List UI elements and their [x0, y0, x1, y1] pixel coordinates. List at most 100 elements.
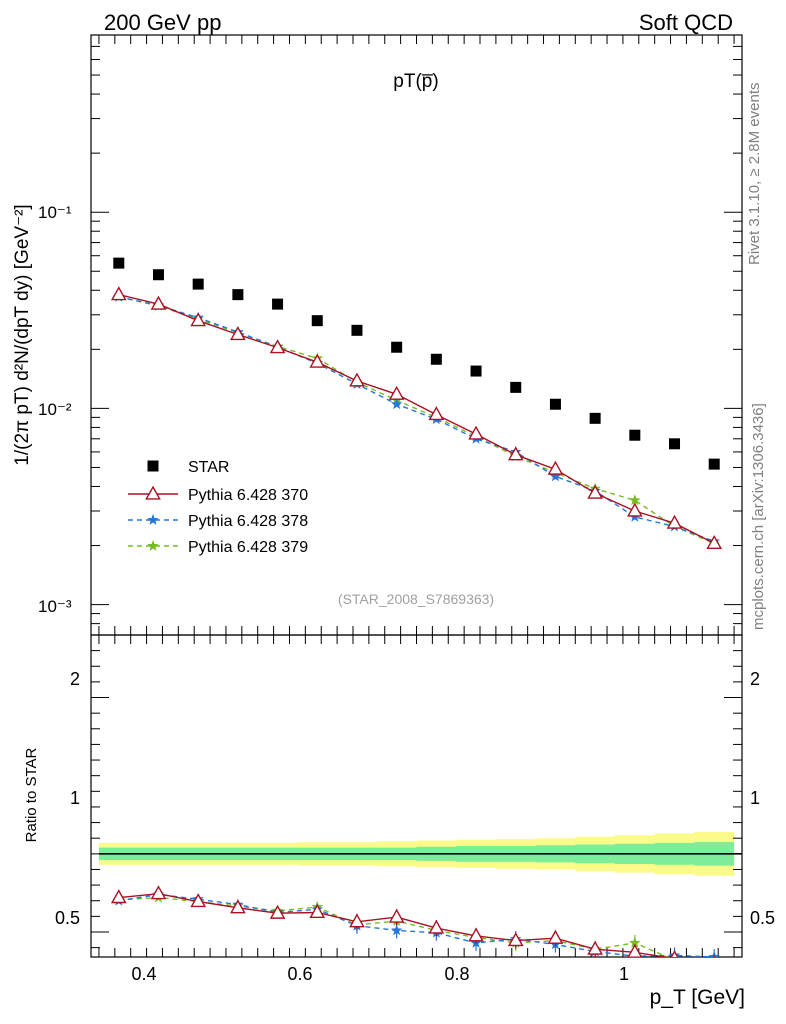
legend-label: Pythia 6.428 378 — [188, 513, 308, 530]
data-point — [549, 398, 561, 410]
ratio-series-pythia-6-428-379 — [113, 891, 720, 968]
main-ticks — [91, 34, 742, 636]
ratio-panel: 2 1 0.5 2 1 0.5 Ratio to STAR 0.4 0.6 0.… — [23, 634, 775, 1009]
ratio-point — [708, 951, 720, 957]
ratio-y-tick-label-left: 2 — [70, 669, 80, 689]
ratio-point — [709, 957, 720, 968]
ratio-y-tick-label-right: 1 — [750, 788, 760, 808]
data-point — [666, 514, 683, 529]
ratio-point — [507, 932, 524, 947]
ratio-point — [587, 940, 603, 955]
x-tick-label: 0.6 — [287, 964, 312, 984]
ratio-point — [269, 904, 286, 919]
data-point — [311, 315, 323, 327]
analysis-watermark: (STAR_2008_S7869363) — [338, 591, 494, 607]
ratio-series-pythia-6-428-370 — [110, 885, 716, 957]
data-point — [113, 257, 125, 269]
x-tick-labels: 0.4 0.6 0.8 1 — [131, 964, 629, 984]
ratio-y-tick-label-right: 2 — [750, 669, 760, 689]
ratio-series-clip — [110, 885, 720, 968]
data-point — [391, 341, 403, 353]
data-point — [349, 372, 365, 387]
y-tick-label: 10⁻² — [38, 400, 72, 419]
ratio-panel-frame — [90, 634, 743, 958]
header-right: Soft QCD — [639, 10, 733, 35]
main-series — [110, 257, 723, 550]
ratio-point — [230, 899, 246, 914]
ratio-line — [118, 896, 670, 957]
ratio-series — [110, 885, 720, 968]
data-point — [549, 470, 562, 482]
legend-label: STAR — [188, 459, 229, 476]
series-pythia-6-428-379 — [113, 290, 720, 549]
legend-item: Pythia 6.428 378 — [128, 513, 308, 530]
legend-label: Pythia 6.428 379 — [188, 539, 308, 556]
data-point — [629, 494, 641, 506]
plot-title: pT(p̅) — [393, 71, 438, 92]
x-tick-label: 0.8 — [444, 964, 469, 984]
series-line — [118, 296, 715, 543]
series-line — [118, 296, 715, 545]
ratio-point — [629, 936, 641, 948]
data-point — [152, 269, 164, 281]
data-point — [626, 502, 643, 517]
ratio-y-axis-label: Ratio to STAR — [23, 747, 40, 842]
header-left: 200 GeV pp — [104, 10, 221, 35]
x-axis-label: p_T [GeV] — [650, 986, 745, 1009]
data-point — [150, 295, 167, 310]
data-point — [190, 312, 207, 327]
ratio-point — [468, 927, 484, 942]
ratio-point — [712, 954, 716, 957]
y-tick-label: 10⁻¹ — [38, 203, 72, 222]
data-point — [272, 298, 284, 310]
data-point — [428, 406, 445, 421]
ratio-point — [547, 929, 564, 944]
main-y-axis-label: 1/(2π pT) d²N/(dpT dy) [GeV⁻²] — [12, 204, 33, 465]
ratio-ticks — [91, 634, 742, 957]
data-point — [587, 484, 603, 499]
data-point — [706, 535, 723, 550]
legend-label: Pythia 6.428 370 — [188, 487, 308, 504]
legend-item: Pythia 6.428 370 — [128, 485, 308, 504]
ratio-point — [150, 885, 167, 900]
data-point — [510, 381, 522, 393]
data-point — [309, 353, 326, 368]
data-point — [192, 278, 204, 290]
legend-marker — [147, 460, 159, 472]
data-point — [230, 326, 246, 341]
data-point — [430, 353, 442, 365]
ratio-line — [118, 892, 669, 957]
data-point — [470, 365, 482, 377]
x-tick-label: 0.4 — [131, 964, 156, 984]
ratio-point — [428, 919, 445, 934]
ratio-y-tick-label-right: 0.5 — [750, 908, 775, 928]
data-point — [110, 286, 127, 301]
legend: STAR Pythia 6.428 370 Pythia 6.428 378 Pyth… — [128, 459, 308, 556]
ratio-point — [110, 889, 127, 904]
rivet-version-label: Rivet 3.1.10, ≥ 2.8M events — [746, 83, 763, 266]
ratio-y-tick-labels: 2 1 0.5 2 1 0.5 — [55, 669, 775, 928]
ratio-point — [309, 904, 326, 919]
main-y-tick-labels: 10⁻¹ 10⁻² 10⁻³ — [38, 203, 72, 616]
data-point — [669, 438, 681, 450]
data-point — [507, 446, 524, 461]
data-point — [351, 324, 363, 336]
data-point — [390, 398, 403, 410]
legend-marker — [147, 540, 159, 551]
main-panel: pT(p̅) (STAR_2008_S7869363) 10⁻¹ 10⁻² 10… — [12, 34, 743, 636]
mcplots-source-label: mcplots.cern.ch [arXiv:1306.3436] — [750, 403, 767, 630]
legend-item: Pythia 6.428 379 — [128, 539, 308, 556]
data-point — [468, 425, 484, 440]
data-point — [589, 412, 601, 424]
ratio-point — [670, 950, 679, 957]
x-tick-label: 1 — [619, 964, 629, 984]
ratio-uncertainty-bands — [98, 832, 742, 876]
series-pythia-6-428-370 — [110, 286, 723, 550]
y-tick-label: 10⁻³ — [38, 597, 72, 616]
legend-marker — [145, 485, 161, 500]
ratio-point — [627, 943, 643, 957]
legend-marker — [147, 514, 159, 525]
data-point — [708, 458, 720, 470]
series-line — [118, 293, 715, 545]
